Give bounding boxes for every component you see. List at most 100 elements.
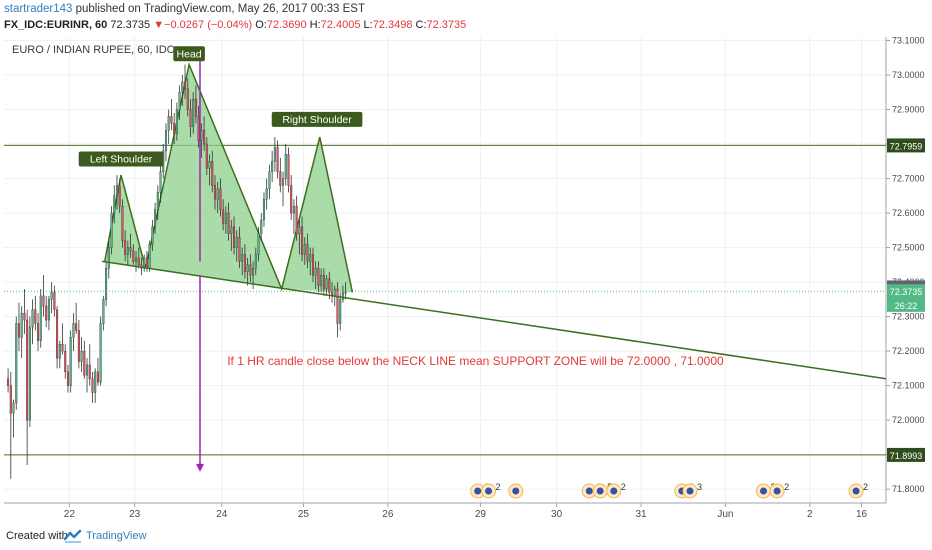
candle-body [151, 226, 154, 245]
flag-icon [485, 487, 493, 495]
flag-icon [773, 487, 781, 495]
flag-icon [610, 487, 618, 495]
candle-body [314, 268, 317, 276]
candle-body [173, 123, 176, 134]
candle-body [34, 309, 37, 324]
candle-body [328, 278, 331, 293]
flag-icon [512, 487, 520, 495]
down-triangle-icon: ▼ [153, 19, 165, 31]
candle-body [159, 171, 162, 193]
symbol-label: FX_IDC:EURINR, 60 [4, 19, 108, 31]
candle-body [311, 254, 314, 276]
low-label: L: [363, 19, 373, 31]
candle-body [96, 371, 99, 383]
price-label: 72.7959 [890, 141, 923, 151]
time-tick-label: 26 [382, 509, 394, 520]
open-label: O: [255, 19, 267, 31]
candle-body [184, 81, 187, 89]
candle-body [17, 323, 20, 338]
candle-body [339, 299, 342, 324]
candle-body [164, 129, 167, 152]
event-count: 2 [863, 482, 868, 492]
tradingview-brand[interactable]: TradingView [86, 530, 147, 542]
candle-body [42, 295, 45, 307]
candle-body [148, 243, 151, 269]
candle-body [107, 247, 110, 269]
candle-body [154, 209, 157, 228]
candle-body [66, 371, 69, 386]
candle-body [303, 243, 306, 255]
publish-line: startrader143 published on TradingView.c… [4, 3, 365, 15]
candle-body [137, 257, 140, 266]
candle-body [12, 402, 15, 414]
candle-body [309, 254, 312, 262]
time-tick-label: Jun [717, 509, 733, 520]
pattern-label-box [78, 151, 164, 167]
candle-body [271, 161, 274, 172]
pattern-label-box [271, 111, 363, 127]
chart-title: EURO / INDIAN RUPEE, 60, IDC [12, 44, 175, 56]
time-tick-label: 2 [807, 509, 813, 520]
flag-icon [585, 487, 593, 495]
neckline [101, 260, 887, 380]
candle-body [306, 243, 309, 262]
candle-body [260, 219, 263, 234]
candle-body [132, 250, 135, 262]
candle-body [292, 205, 295, 214]
candle-body [88, 364, 91, 379]
flag-icon [852, 487, 860, 495]
price-tick-label: 72.7000 [892, 174, 925, 184]
candle-body [80, 350, 83, 362]
price-tick-label: 72.1000 [892, 381, 925, 391]
author-link[interactable]: startrader143 [4, 3, 73, 15]
candle-body [224, 212, 227, 224]
candle-body [143, 257, 146, 269]
candle-body [167, 116, 170, 131]
pattern-label: Left Shoulder [90, 154, 153, 166]
time-tick-label: 23 [129, 509, 141, 520]
candle-body [99, 323, 102, 383]
candle-body [194, 98, 197, 117]
price-chart[interactable]: 73.100073.000072.900072.800072.700072.60… [4, 37, 928, 521]
candle-body [197, 116, 200, 141]
low-value: 72.3498 [372, 19, 413, 31]
candle-body [219, 188, 222, 210]
candle-body [178, 92, 181, 110]
open-value: 72.3690 [266, 19, 307, 31]
candle-body [282, 178, 285, 186]
candle-body [39, 295, 42, 341]
candle-body [238, 237, 241, 262]
candle-body [336, 288, 339, 324]
candle-body [298, 226, 301, 234]
candle-body [113, 195, 116, 214]
candle-body [192, 98, 195, 127]
price-tick-label: 73.1000 [892, 37, 925, 45]
price-tick-label: 72.6000 [892, 208, 925, 218]
candle-body [243, 254, 246, 272]
flag-icon [596, 487, 604, 495]
pattern-label-box [173, 46, 205, 62]
candle-body [110, 212, 113, 248]
candle-body [58, 344, 61, 359]
tradingview-logo-icon [64, 529, 82, 543]
last-price: 72.3735 [110, 19, 151, 31]
support-zone-note: If 1 HR candle close below the NECK LINE… [227, 354, 724, 368]
price-label: 72.3735 [890, 287, 923, 297]
plot-background [4, 37, 886, 503]
created-with-text: Created with [6, 530, 68, 542]
candle-body [241, 254, 244, 262]
published-text: published on TradingView.com, May 26, 20… [75, 3, 365, 15]
candle-body [26, 319, 29, 421]
candle-body [61, 344, 64, 352]
candle-body [50, 292, 53, 300]
chart-area[interactable]: 73.100073.000072.900072.800072.700072.60… [4, 37, 928, 521]
candle-body [69, 337, 72, 386]
candle-body [189, 109, 192, 127]
candle-body [23, 312, 26, 321]
price-label-box [887, 284, 925, 299]
candle-body [320, 274, 323, 286]
candle-body [170, 116, 173, 124]
event-count: 2 [621, 482, 626, 492]
candle-body [252, 268, 255, 276]
candle-body [208, 161, 211, 169]
